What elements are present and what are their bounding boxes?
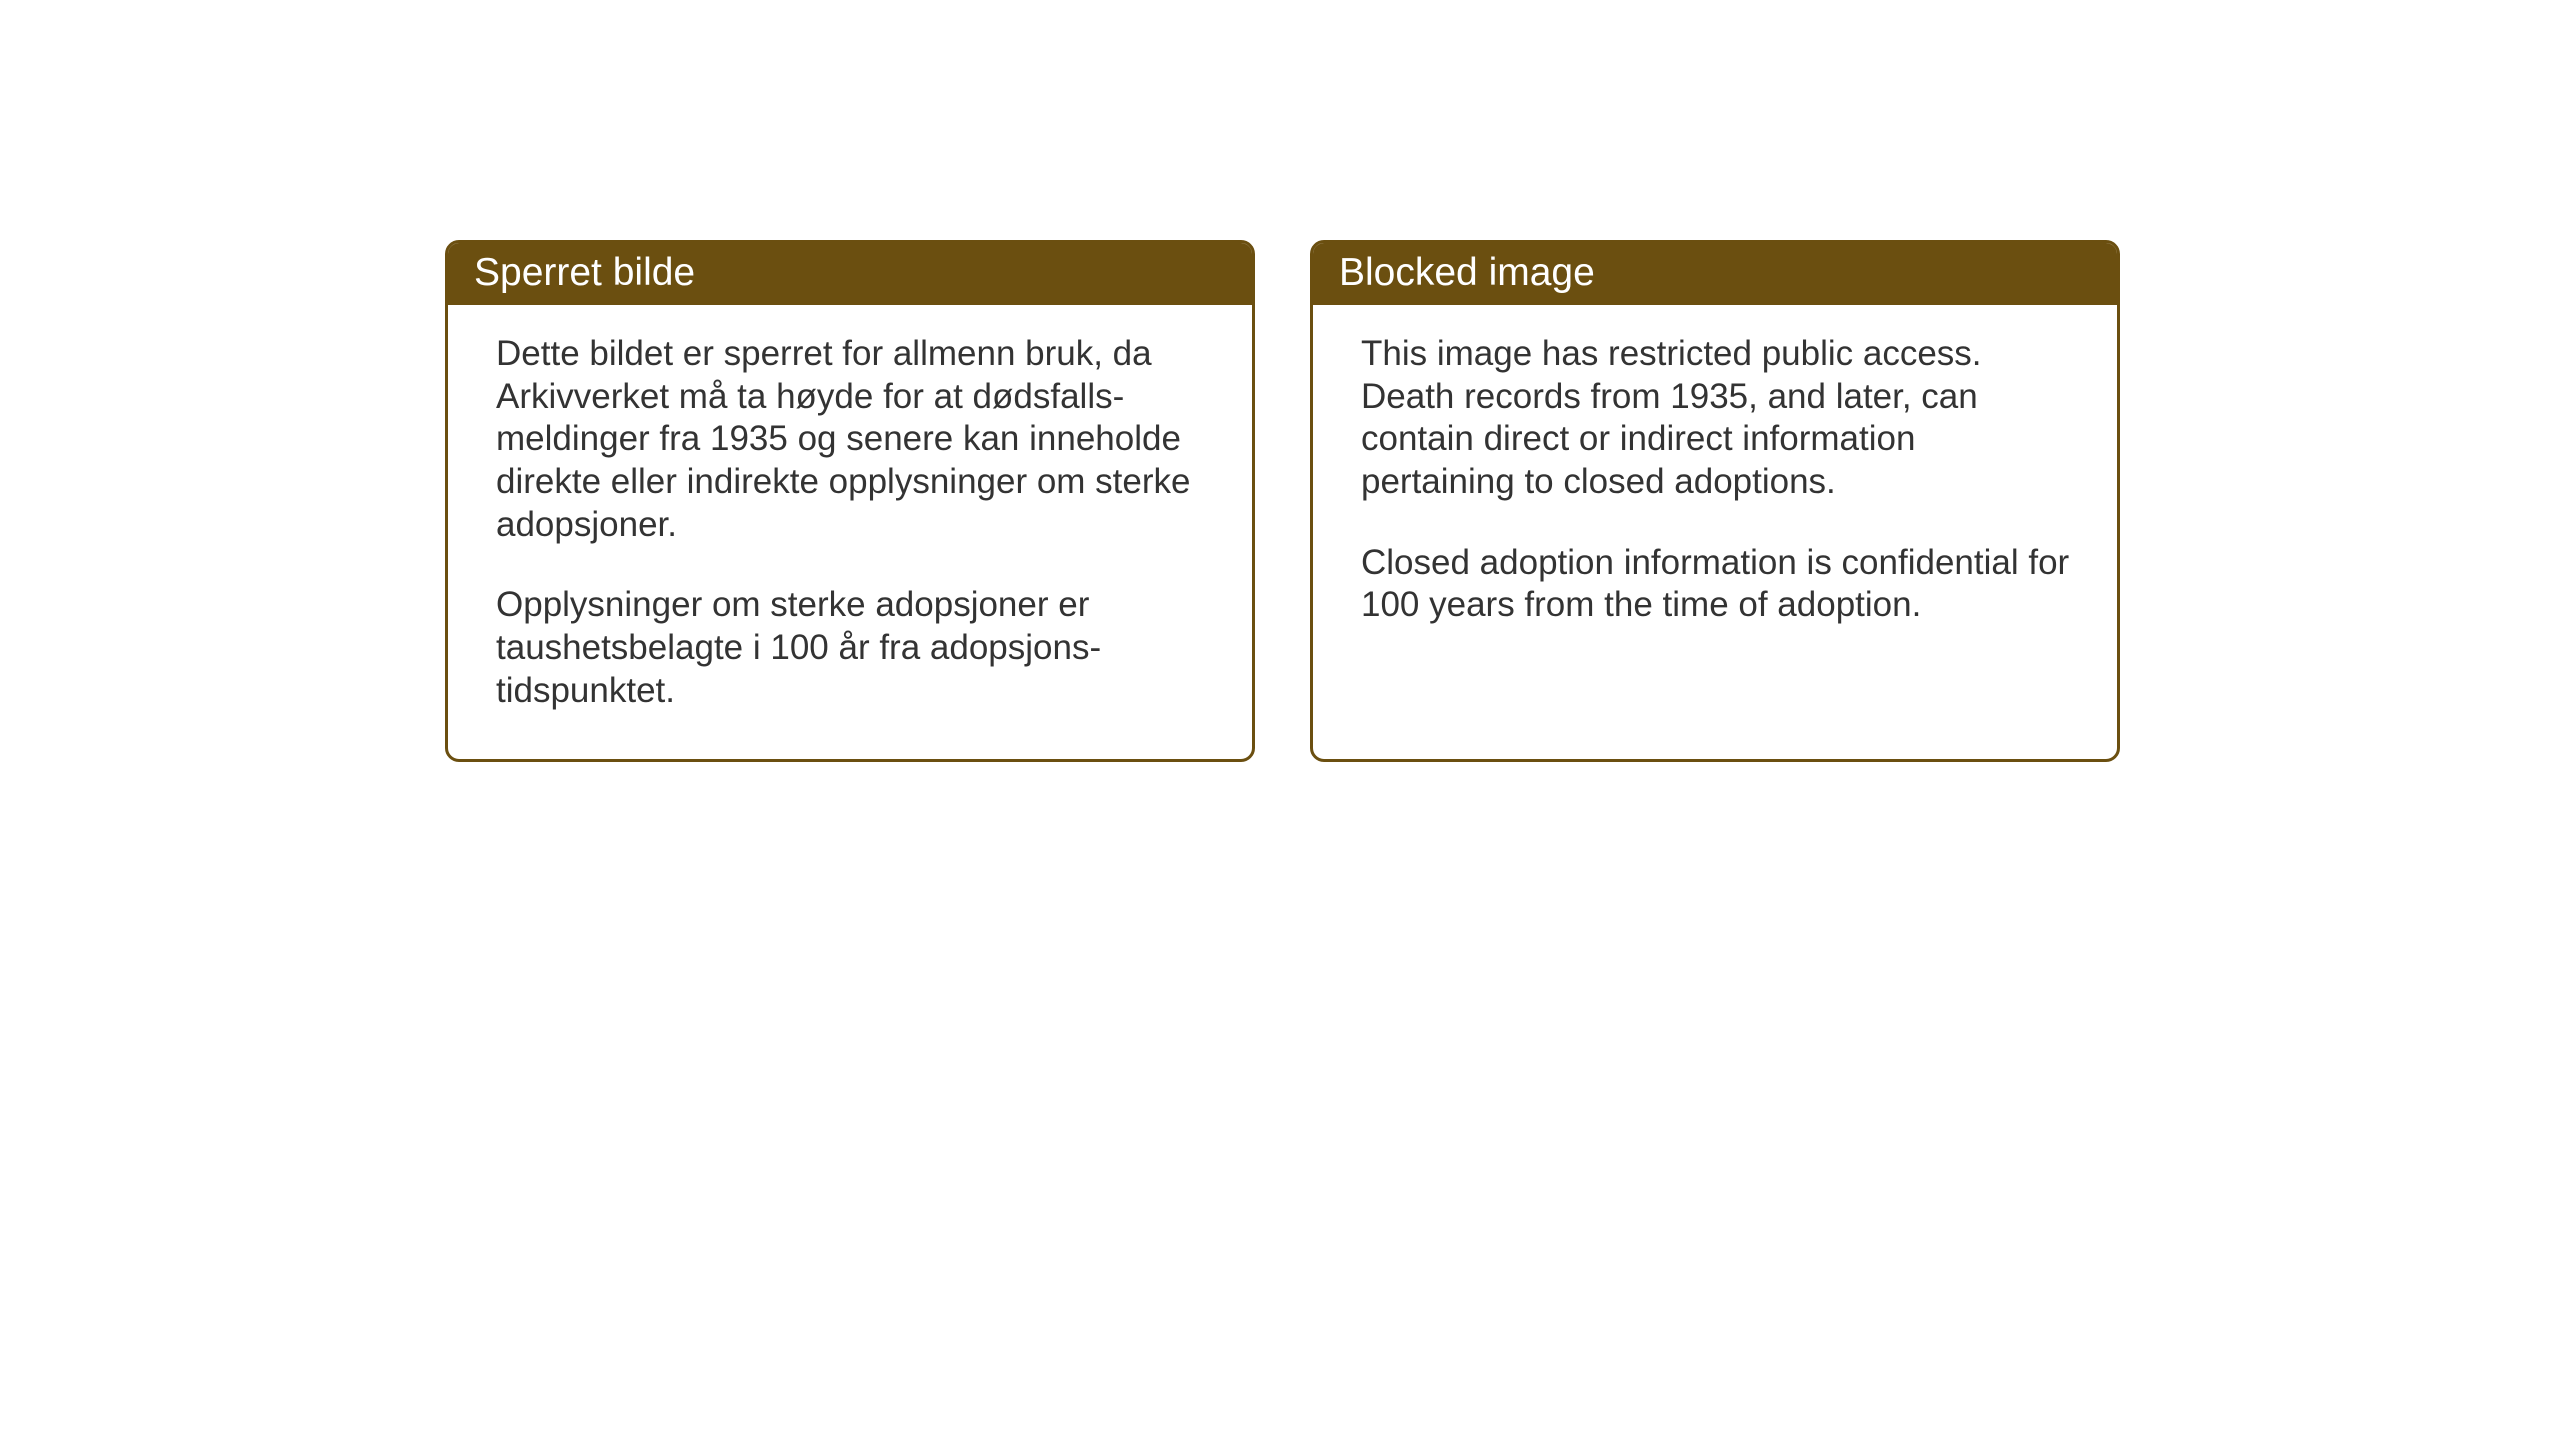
notice-container: Sperret bilde Dette bildet er sperret fo… <box>0 0 2560 762</box>
notice-body-norwegian: Dette bildet er sperret for allmenn bruk… <box>448 305 1252 759</box>
notice-paragraph-2-norwegian: Opplysninger om sterke adopsjoner er tau… <box>496 584 1210 712</box>
notice-card-norwegian: Sperret bilde Dette bildet er sperret fo… <box>445 240 1255 762</box>
notice-card-english: Blocked image This image has restricted … <box>1310 240 2120 762</box>
notice-title-norwegian: Sperret bilde <box>448 243 1252 305</box>
notice-paragraph-1-norwegian: Dette bildet er sperret for allmenn bruk… <box>496 333 1210 546</box>
notice-paragraph-2-english: Closed adoption information is confident… <box>1361 542 2075 627</box>
notice-paragraph-1-english: This image has restricted public access.… <box>1361 333 2075 504</box>
notice-title-english: Blocked image <box>1313 243 2117 305</box>
notice-body-english: This image has restricted public access.… <box>1313 305 2117 673</box>
